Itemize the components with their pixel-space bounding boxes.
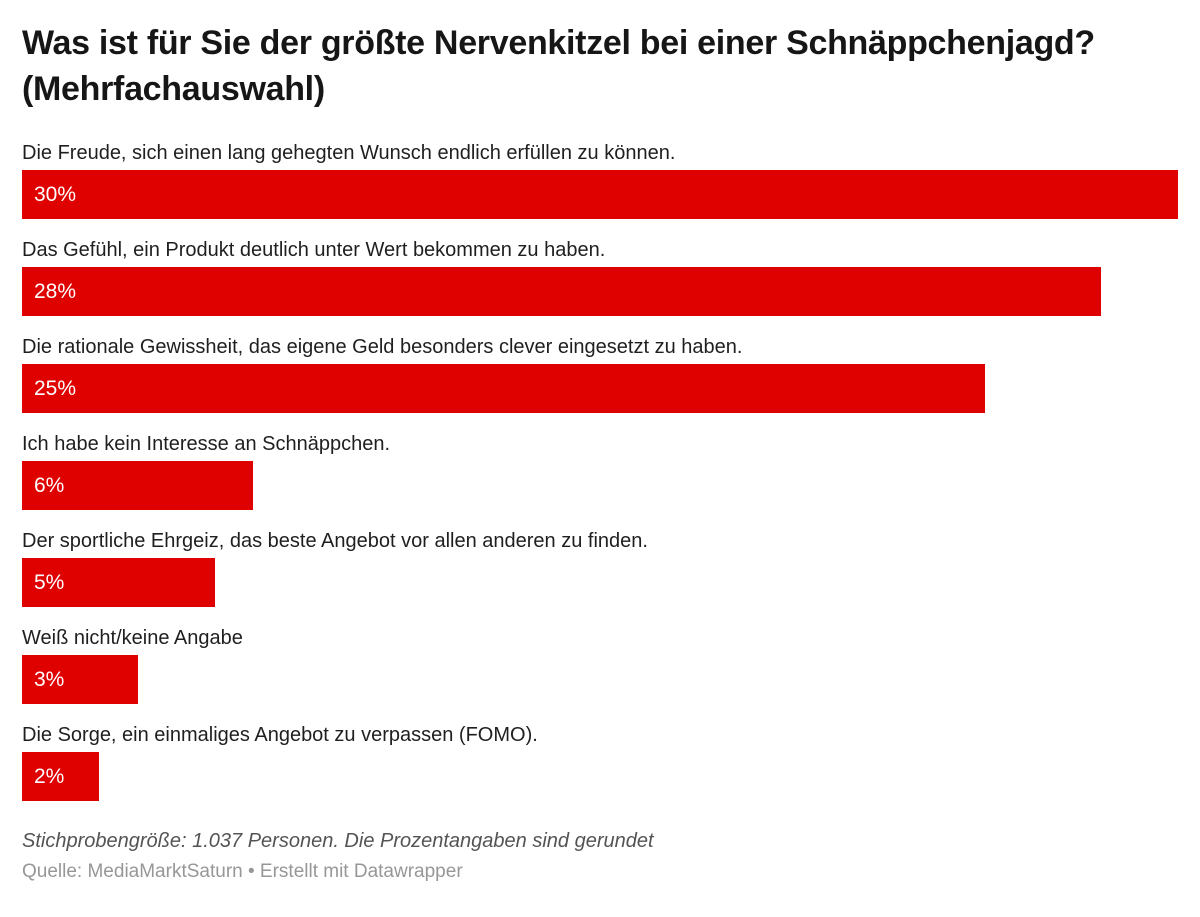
chart-notes: Stichprobengröße: 1.037 Personen. Die Pr… [22,830,654,852]
value-label: 6% [34,474,65,497]
value-label: 30% [34,183,77,206]
bar: 3% [22,655,138,704]
value-label: 25% [34,377,77,400]
category-label: Ich habe kein Interesse an Schnäppchen. [22,433,391,455]
chart-row: Die rationale Gewissheit, das eigene Gel… [22,336,1178,413]
chart-title: Was ist für Sie der größte Nervenkitzel … [22,24,1095,108]
category-label: Die Sorge, ein einmaliges Angebot zu ver… [22,724,538,746]
chart-row: Die Sorge, ein einmaliges Angebot zu ver… [22,724,1178,801]
value-label: 2% [34,765,65,788]
category-label: Weiß nicht/keine Angabe [22,627,243,649]
source-line: Quelle: MediaMarktSaturn • Erstellt mit … [22,861,463,882]
chart-row: Weiß nicht/keine Angabe 3% [22,627,1178,704]
category-label: Die rationale Gewissheit, das eigene Gel… [22,336,743,358]
bar: 5% [22,558,215,607]
bar: 30% [22,170,1178,219]
chart-row: Das Gefühl, ein Produkt deutlich unter W… [22,239,1178,316]
value-label: 28% [34,280,77,303]
value-label: 5% [34,571,65,594]
bar: 6% [22,461,254,510]
bar: 2% [22,752,100,801]
bar: 25% [22,364,986,413]
category-label: Der sportliche Ehrgeiz, das beste Angebo… [22,530,648,552]
bar: 28% [22,267,1101,316]
chart-row: Ich habe kein Interesse an Schnäppchen. … [22,433,1178,510]
bar-chart: Die Freude, sich einen lang gehegten Wun… [22,142,1178,801]
chart-row: Der sportliche Ehrgeiz, das beste Angebo… [22,530,1178,607]
category-label: Die Freude, sich einen lang gehegten Wun… [22,142,676,164]
chart-row: Die Freude, sich einen lang gehegten Wun… [22,142,1178,219]
category-label: Das Gefühl, ein Produkt deutlich unter W… [22,239,606,261]
value-label: 3% [34,668,65,691]
